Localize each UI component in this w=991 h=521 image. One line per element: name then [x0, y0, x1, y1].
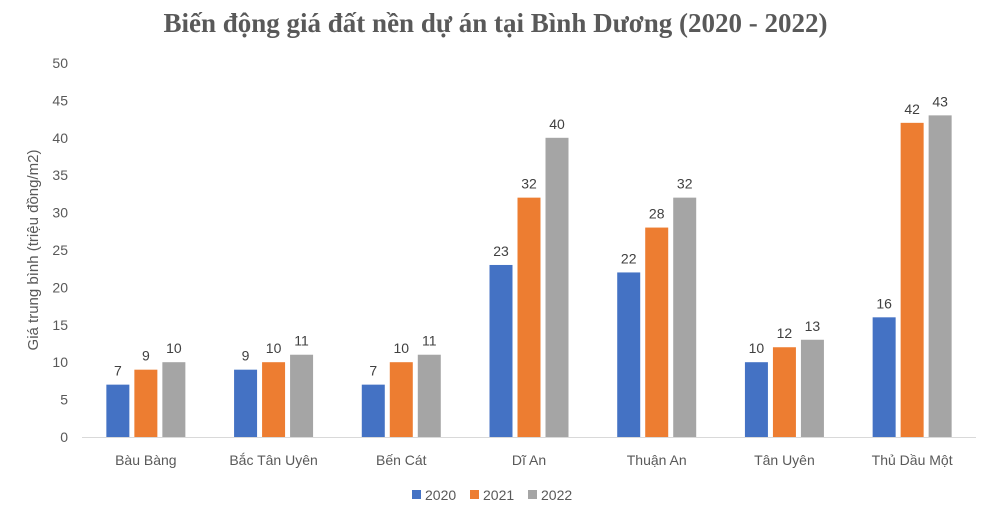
bar-2022: [800, 339, 824, 437]
data-label: 11: [294, 333, 309, 349]
legend-label: 2022: [541, 487, 572, 503]
data-label: 13: [805, 318, 821, 334]
y-tick-label: 20: [52, 279, 68, 295]
bar-2021: [262, 362, 286, 437]
data-label: 12: [777, 325, 793, 341]
bar-2021: [900, 122, 924, 437]
x-category-label: Bến Cát: [376, 452, 427, 468]
data-label: 42: [904, 101, 920, 117]
legend-swatch-2020: [412, 490, 421, 499]
data-label: 22: [621, 250, 637, 266]
bar-2022: [673, 197, 697, 437]
legend-label: 2020: [425, 487, 456, 503]
bar-2020: [234, 369, 258, 437]
bar-2020: [744, 362, 768, 437]
data-label: 10: [166, 340, 182, 356]
data-label: 23: [493, 243, 509, 259]
bar-2022: [417, 354, 441, 437]
bar-2022: [290, 354, 314, 437]
bar-2020: [361, 384, 385, 437]
y-tick-label: 25: [52, 242, 68, 258]
y-axis-label: Giá trung bình (triệu đồng/m2): [25, 150, 42, 351]
y-tick-label: 30: [52, 205, 68, 221]
bar-2021: [389, 362, 413, 437]
bar-2021: [134, 369, 158, 437]
bar-2020: [872, 317, 896, 437]
y-tick-label: 45: [52, 92, 68, 108]
data-label: 32: [521, 176, 537, 192]
data-label: 40: [549, 116, 565, 132]
bar-2021: [772, 347, 796, 437]
y-tick-label: 35: [52, 167, 68, 183]
x-category-label: Bắc Tân Uyên: [229, 452, 317, 468]
data-label: 10: [749, 340, 765, 356]
x-category-label: Dĩ An: [512, 452, 546, 468]
data-label: 28: [649, 206, 665, 222]
data-label: 9: [142, 348, 150, 364]
x-category-label: Thủ Dầu Một: [872, 452, 953, 468]
data-label: 43: [932, 93, 948, 109]
bar-2020: [617, 272, 641, 437]
bar-2020: [489, 264, 513, 437]
bar-2022: [162, 362, 186, 437]
data-label: 10: [393, 340, 409, 356]
bar-2022: [928, 115, 952, 438]
y-tick-label: 50: [52, 55, 68, 71]
data-label: 32: [677, 176, 693, 192]
bar-2020: [106, 384, 130, 437]
x-category-label: Tân Uyên: [754, 452, 815, 468]
data-label: 10: [266, 340, 282, 356]
legend-swatch-2021: [470, 490, 479, 499]
data-label: 7: [114, 363, 122, 379]
legend-label: 2021: [483, 487, 514, 503]
x-category-label: Bàu Bàng: [115, 452, 177, 468]
bar-2022: [545, 137, 569, 438]
y-tick-label: 10: [52, 354, 68, 370]
data-label: 11: [422, 333, 437, 349]
legend-swatch-2022: [528, 490, 537, 499]
y-tick-label: 40: [52, 130, 68, 146]
data-label: 7: [369, 363, 377, 379]
y-tick-label: 15: [52, 317, 68, 333]
data-label: 16: [876, 295, 892, 311]
data-label: 9: [242, 348, 250, 364]
y-tick-label: 0: [60, 429, 68, 445]
x-category-label: Thuận An: [627, 452, 687, 468]
y-tick-label: 5: [60, 392, 68, 408]
bar-2021: [517, 197, 541, 437]
chart-title: Biến động giá đất nền dự án tại Bình Dươ…: [163, 8, 828, 38]
bar-2021: [645, 227, 669, 437]
